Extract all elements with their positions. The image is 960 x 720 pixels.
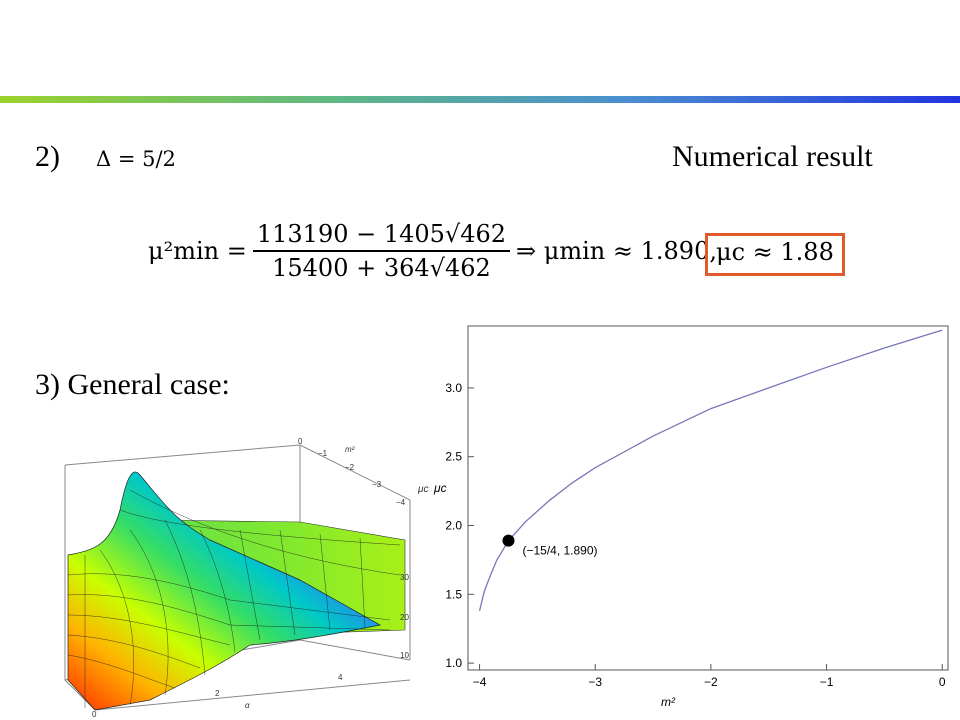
y-axis-label: μc <box>433 481 447 495</box>
series-line <box>478 329 943 611</box>
mu-min-equation: μ²min = 113190 − 1405√462 15400 + 364√46… <box>148 220 717 282</box>
x-axis: −4 −3 −2 −1 0 <box>473 664 946 689</box>
surface-alpha-label: α <box>245 701 250 710</box>
mu-min-fraction: 113190 − 1405√462 15400 + 364√462 <box>252 220 511 282</box>
m2-tick-1: −1 <box>318 449 328 458</box>
mu-min-rhs: ⇒ μmin ≈ 1.890, <box>516 237 717 265</box>
mu-c-chart: −4 −3 −2 −1 0 1.0 1.5 2.0 2.5 3.0 (−15/4, 1.890)… <box>433 325 949 709</box>
mu-min-denominator: 15400 + 364√462 <box>272 254 491 282</box>
mu-c-result: μc ≈ 1.88 <box>716 238 834 266</box>
x-tick-label: −3 <box>588 675 602 689</box>
case2-label: 2) <box>35 140 60 173</box>
data-point-annotation: (−15/4, 1.890) <box>522 544 597 558</box>
x-axis-label: m² <box>661 695 676 709</box>
numerical-result-label: Numerical result <box>672 140 873 173</box>
case2-formula: Δ = 5/2 <box>96 147 176 171</box>
mu-tick-20: 20 <box>400 613 409 622</box>
y-axis: 1.0 1.5 2.0 2.5 3.0 <box>445 381 474 670</box>
m2-tick-4: −4 <box>396 498 406 507</box>
y-tick-label: 3.0 <box>445 381 462 395</box>
x-tick-label: −4 <box>473 675 487 689</box>
m2-tick-2: −2 <box>345 463 355 472</box>
x-tick-label: 0 <box>939 675 946 689</box>
surface-mu-label: μc <box>417 484 428 495</box>
y-tick-label: 2.5 <box>445 450 462 464</box>
mu-min-lhs: μ²min = <box>148 237 247 265</box>
x-tick-label: −2 <box>704 675 718 689</box>
mu-tick-30: 30 <box>400 573 409 582</box>
m2-tick-0: 0 <box>298 437 303 446</box>
surface-plot: 0 −1 −2 −3 −4 m² 30 20 10 μc 0 2 4 α <box>64 437 428 719</box>
numerical-result-box <box>705 233 845 276</box>
alpha-tick-2: 2 <box>215 689 220 698</box>
alpha-tick-0: 0 <box>92 710 97 719</box>
data-point-marker <box>502 534 515 547</box>
mu-min-numerator: 113190 − 1405√462 <box>252 220 511 252</box>
y-tick-label: 1.5 <box>445 587 462 601</box>
title-divider <box>0 96 960 103</box>
alpha-tick-4: 4 <box>338 673 343 682</box>
case3-label: 3) General case: <box>35 368 230 401</box>
mu-tick-10: 10 <box>400 651 409 660</box>
y-tick-label: 1.0 <box>445 656 462 670</box>
plot-frame <box>467 325 949 671</box>
m2-tick-3: −3 <box>372 480 382 489</box>
y-tick-label: 2.0 <box>445 519 462 533</box>
surface-mesh <box>67 489 401 708</box>
x-tick-label: −1 <box>820 675 834 689</box>
surface-m2-label: m² <box>345 445 355 454</box>
